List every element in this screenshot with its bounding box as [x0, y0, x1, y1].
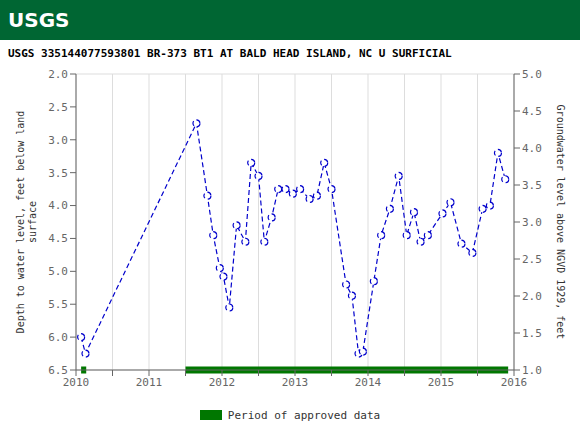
svg-text:2011: 2011 [136, 376, 163, 389]
svg-text:2012: 2012 [209, 376, 236, 389]
svg-text:1.0: 1.0 [522, 364, 542, 377]
svg-text:1.5: 1.5 [522, 327, 542, 340]
svg-text:6.5: 6.5 [48, 364, 68, 377]
svg-text:3.0: 3.0 [48, 134, 68, 147]
svg-text:6.0: 6.0 [48, 331, 68, 344]
svg-text:2.5: 2.5 [48, 101, 68, 114]
svg-text:2015: 2015 [428, 376, 455, 389]
svg-text:2010: 2010 [63, 376, 90, 389]
svg-text:4.0: 4.0 [522, 142, 542, 155]
svg-text:Groundwater level above NGVD 1: Groundwater level above NGVD 1929, feet [555, 105, 566, 340]
svg-text:3.0: 3.0 [522, 216, 542, 229]
svg-text:3.5: 3.5 [48, 167, 68, 180]
html-text:Period of approved data: Period of approved data [227, 408, 381, 422]
svg-text:Depth to water level, feet bel: Depth to water level, feet below land [15, 111, 26, 334]
svg-text:5.0: 5.0 [48, 265, 68, 278]
svg-text:4.5: 4.5 [522, 105, 542, 118]
svg-text:2013: 2013 [282, 376, 309, 389]
svg-text:2014: 2014 [355, 376, 382, 389]
svg-text:surface: surface [27, 201, 38, 243]
svg-text:4.5: 4.5 [48, 232, 68, 245]
svg-text:2.0: 2.0 [48, 68, 68, 81]
svg-text:2.5: 2.5 [522, 253, 542, 266]
svg-text:4.0: 4.0 [48, 199, 68, 212]
svg-text:3.5: 3.5 [522, 179, 542, 192]
svg-text:5.0: 5.0 [522, 68, 542, 81]
svg-text:2016: 2016 [501, 376, 528, 389]
svg-text:2.0: 2.0 [522, 290, 542, 303]
svg-text:5.5: 5.5 [48, 298, 68, 311]
html-text:USGS 335144077593801 BR-373 BT: USGS 335144077593801 BR-373 BT1 AT BALD … [8, 46, 452, 60]
html-text:USGS: USGS [8, 8, 70, 32]
